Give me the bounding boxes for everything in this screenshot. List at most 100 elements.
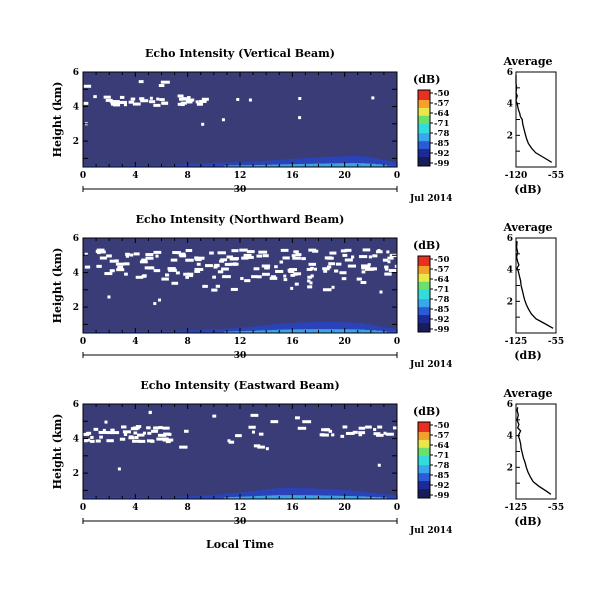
colorbar-step (418, 295, 430, 298)
echo-layer-segment (287, 159, 293, 167)
echo-layer-segment (328, 489, 335, 499)
data-gap (122, 430, 131, 434)
colorbar-step (418, 300, 430, 303)
data-gap-speck (158, 298, 162, 302)
data-gap-speck (149, 96, 153, 100)
echo-layer-core (360, 329, 367, 333)
colorbar-step (418, 260, 430, 263)
data-gap (141, 258, 148, 262)
data-gap (115, 262, 125, 266)
colorbar-step (418, 259, 430, 262)
echo-layer-segment (308, 488, 314, 499)
echo-layer-segment (344, 156, 351, 167)
echo-layer-core (292, 164, 299, 167)
data-gap (224, 262, 232, 266)
colorbar-tick-label: -64 (434, 275, 449, 285)
echo-layer-core (365, 329, 372, 333)
data-gap (256, 254, 262, 258)
data-gap (196, 102, 203, 106)
echo-layer-segment (355, 156, 361, 167)
echo-layer-core (297, 495, 304, 499)
x-tick-label: 0 (394, 171, 400, 181)
data-gap (307, 275, 313, 279)
echo-layer-core (365, 163, 372, 167)
echo-layer-core (308, 163, 314, 167)
average-profile-line (515, 75, 553, 163)
colorbar-step (418, 422, 430, 425)
echo-layer-segment (161, 331, 168, 333)
echo-layer-segment (250, 326, 257, 333)
data-gap (275, 269, 284, 273)
echo-layer-core (292, 495, 299, 499)
echo-layer-segment (370, 493, 377, 499)
echo-layer-core (391, 331, 398, 333)
average-frame (515, 237, 557, 334)
data-gap (123, 432, 128, 436)
colorbar-tick-label: -57 (434, 431, 449, 441)
data-gap (84, 252, 88, 256)
data-gap (117, 265, 124, 269)
data-gap (356, 277, 362, 281)
data-gap (185, 258, 194, 262)
colorbar-step (418, 426, 430, 429)
colorbar-step (418, 428, 430, 431)
data-gap-speck (331, 285, 335, 289)
echo-layer-core (344, 329, 351, 333)
colorbar-step (418, 444, 430, 447)
echo-layer-segment (156, 331, 163, 333)
data-gap (282, 256, 290, 260)
data-gap-speck (298, 116, 302, 120)
average-y-tick-label: 6 (507, 234, 513, 244)
colorbar-step (418, 494, 430, 497)
echo-layer-segment (229, 162, 236, 167)
average-y-tick-label: 2 (507, 297, 513, 307)
data-gap (222, 275, 231, 279)
data-gap (133, 252, 140, 256)
data-gap (221, 267, 229, 271)
colorbar-step (418, 431, 430, 434)
echo-layer-segment (109, 165, 115, 167)
data-gap (159, 98, 165, 102)
echo-layer-core (255, 330, 262, 333)
data-gap (220, 258, 228, 262)
y-tick-label: 4 (73, 103, 79, 113)
echo-layer-segment (240, 492, 246, 499)
echo-layer-segment (208, 495, 215, 499)
data-gap (199, 99, 207, 103)
x-tick-label: 0 (394, 337, 400, 347)
echo-layer-segment (381, 160, 388, 167)
colorbar-step (418, 134, 430, 137)
echo-layer-core (344, 495, 351, 499)
data-gap (319, 433, 324, 437)
y-axis-label: Height (km) (51, 82, 64, 158)
y-tick-label: 2 (73, 469, 79, 479)
data-gap (342, 425, 348, 429)
data-gap (292, 256, 301, 260)
data-gap (328, 262, 336, 266)
data-gap (358, 255, 368, 259)
data-gap (183, 272, 190, 276)
echo-layer-core (240, 165, 246, 167)
echo-layer-segment (349, 490, 356, 499)
colorbar-step (418, 306, 430, 309)
data-gap (322, 267, 330, 271)
colorbar-step (418, 330, 430, 333)
colorbar-tick-label: -50 (434, 421, 449, 431)
data-gap (147, 431, 152, 435)
colorbar-step (418, 461, 430, 464)
echo-layer-segment (349, 322, 356, 333)
colorbar-step (418, 150, 430, 153)
echo-layer-segment (192, 496, 199, 499)
echo-layer-segment (83, 497, 89, 499)
data-gap (135, 425, 142, 429)
colorbar-step (418, 308, 430, 311)
colorbar-step (418, 262, 430, 265)
data-gap (156, 437, 164, 441)
data-gap (339, 271, 347, 275)
echo-layer-core (370, 496, 377, 499)
data-gap (279, 260, 284, 264)
echo-layer-segment (318, 488, 325, 499)
colorbar-step (418, 482, 430, 485)
colorbar-step (418, 265, 430, 268)
